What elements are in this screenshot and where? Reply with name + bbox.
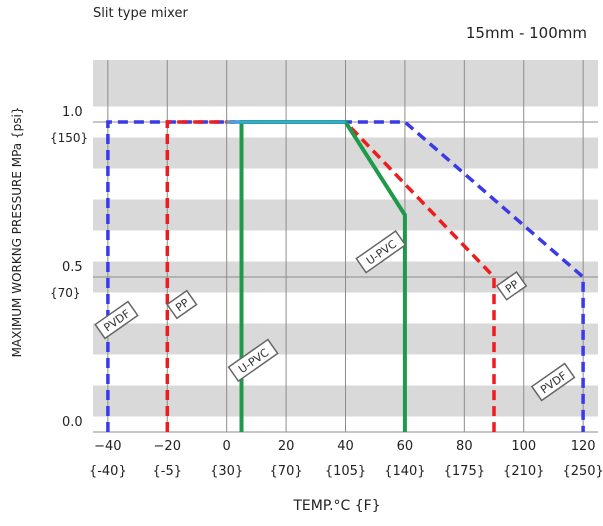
x-tick-label: 0 bbox=[223, 439, 231, 454]
x-tick-label: 80 bbox=[456, 439, 473, 454]
annotation-box bbox=[530, 362, 576, 402]
annotation-box bbox=[355, 230, 407, 274]
x-tick-label: −40 bbox=[94, 439, 121, 454]
y-tick-label-psi: {70} bbox=[50, 286, 81, 300]
x-tick-label: −20 bbox=[154, 439, 181, 454]
x-tick-label: 20 bbox=[278, 439, 295, 454]
annotation-box bbox=[495, 271, 528, 301]
y-axis-label: MAXIMUM WORKNG PRESSURE MPa {psi} bbox=[10, 107, 24, 358]
annotation-box bbox=[166, 289, 198, 320]
y-tick-label-psi: {150} bbox=[50, 131, 88, 145]
annotation-label: PP bbox=[173, 296, 192, 314]
annotation-box bbox=[94, 300, 139, 340]
series-annotation: PVDF bbox=[530, 362, 576, 402]
x-tick-label: 60 bbox=[397, 439, 414, 454]
annotation-box bbox=[227, 338, 279, 383]
x-tick-label-f: {175} bbox=[444, 464, 485, 479]
x-tick-label-f: {210} bbox=[503, 464, 544, 479]
y-tick-label: 0.0 bbox=[62, 415, 83, 430]
x-tick-label-f: {-40} bbox=[89, 464, 127, 479]
y-tick-label: 1.0 bbox=[62, 105, 83, 120]
chart-subtitle: Slit type mixer bbox=[93, 6, 188, 21]
y-tick-label: 0.5 bbox=[62, 260, 83, 275]
x-axis-label: TEMP.°C {F} bbox=[292, 498, 380, 514]
series-annotation: PP bbox=[166, 289, 198, 320]
x-tick-label: 100 bbox=[511, 439, 536, 454]
x-tick-label: 120 bbox=[571, 439, 596, 454]
series-annotation: PP bbox=[495, 271, 528, 301]
annotation-label: PP bbox=[503, 277, 522, 295]
size-range-label: 15mm - 100mm bbox=[465, 24, 587, 42]
x-tick-label-f: {30} bbox=[210, 464, 243, 479]
x-tick-label-f: {250} bbox=[562, 464, 603, 479]
x-tick-label-f: {70} bbox=[270, 464, 303, 479]
x-tick-label-f: {140} bbox=[384, 464, 425, 479]
x-tick-label-f: {105} bbox=[325, 464, 366, 479]
x-tick-label-f: {-5} bbox=[153, 464, 183, 479]
x-tick-label: 40 bbox=[337, 439, 354, 454]
